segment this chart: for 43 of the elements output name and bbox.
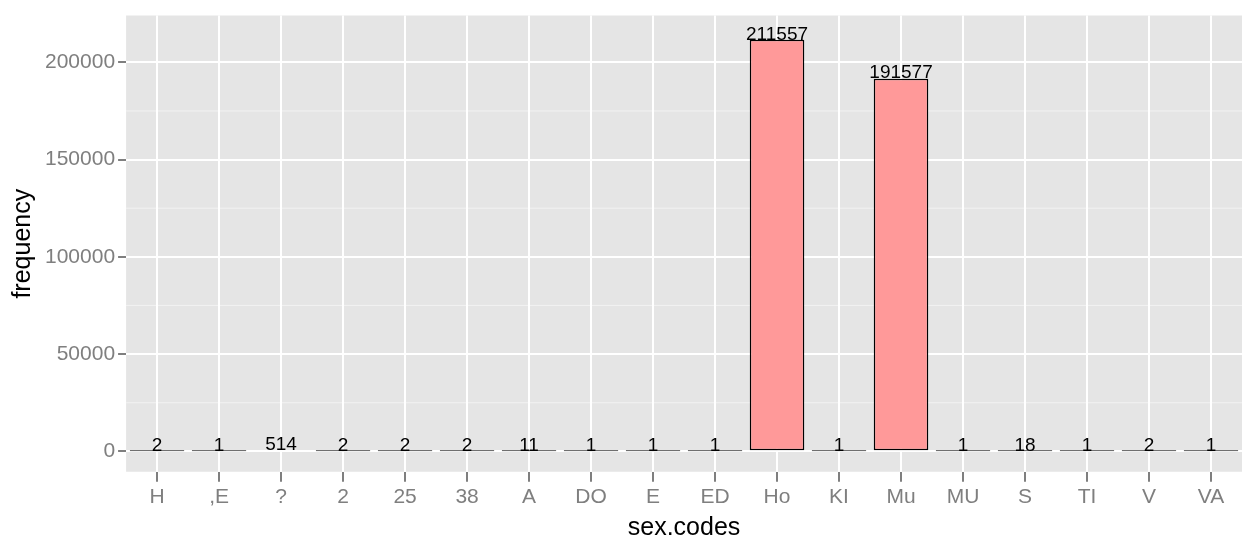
data-label: 1 bbox=[213, 434, 225, 456]
data-label: 11 bbox=[519, 434, 539, 456]
data-label: 1 bbox=[647, 434, 659, 456]
data-label: 191577 bbox=[869, 61, 933, 83]
data-label: 1 bbox=[585, 434, 597, 456]
data-label: 1 bbox=[833, 434, 845, 456]
y-tick-label: 0 bbox=[103, 438, 116, 462]
x-tick-label: E bbox=[646, 484, 661, 508]
x-tick-label: DO bbox=[575, 484, 607, 508]
x-tick-label: VA bbox=[1197, 484, 1225, 508]
x-tick-label: TI bbox=[1077, 484, 1097, 508]
data-label: 2 bbox=[151, 434, 163, 456]
data-label: 514 bbox=[265, 433, 298, 455]
x-tick-label: S bbox=[1018, 484, 1033, 508]
x-tick-label: MU bbox=[946, 484, 980, 508]
y-tick-label: 50000 bbox=[56, 340, 116, 364]
x-tick-label: 25 bbox=[393, 484, 417, 508]
x-tick-label: V bbox=[1142, 484, 1157, 508]
data-label: 18 bbox=[1014, 434, 1036, 456]
x-tick-label: ,E bbox=[209, 484, 229, 508]
x-tick-label: 38 bbox=[455, 484, 479, 508]
x-tick-label: A bbox=[522, 484, 537, 508]
data-label: 2 bbox=[461, 434, 473, 456]
y-axis-title: frequency bbox=[6, 188, 35, 299]
data-label: 211557 bbox=[746, 22, 809, 44]
data-label: 2 bbox=[1143, 434, 1155, 456]
data-label: 1 bbox=[1205, 434, 1217, 456]
x-tick-label: Mu bbox=[886, 484, 916, 508]
x-tick-label: KI bbox=[829, 484, 849, 508]
x-tick-label: ? bbox=[275, 484, 287, 508]
x-tick-label: Ho bbox=[763, 484, 791, 508]
y-tick-label: 200000 bbox=[45, 49, 116, 73]
x-tick-label: ED bbox=[700, 484, 730, 508]
data-label: 1 bbox=[709, 434, 721, 456]
data-label: 2 bbox=[337, 434, 349, 456]
data-label: 2 bbox=[399, 434, 411, 456]
data-label: 1 bbox=[1081, 434, 1093, 456]
y-tick-label: 150000 bbox=[45, 146, 116, 170]
x-axis-title: sex.codes bbox=[627, 511, 741, 540]
y-tick-label: 100000 bbox=[45, 243, 116, 267]
data-label: 1 bbox=[957, 434, 969, 456]
x-tick-label: H bbox=[149, 484, 165, 508]
x-tick-label: 2 bbox=[337, 484, 349, 508]
